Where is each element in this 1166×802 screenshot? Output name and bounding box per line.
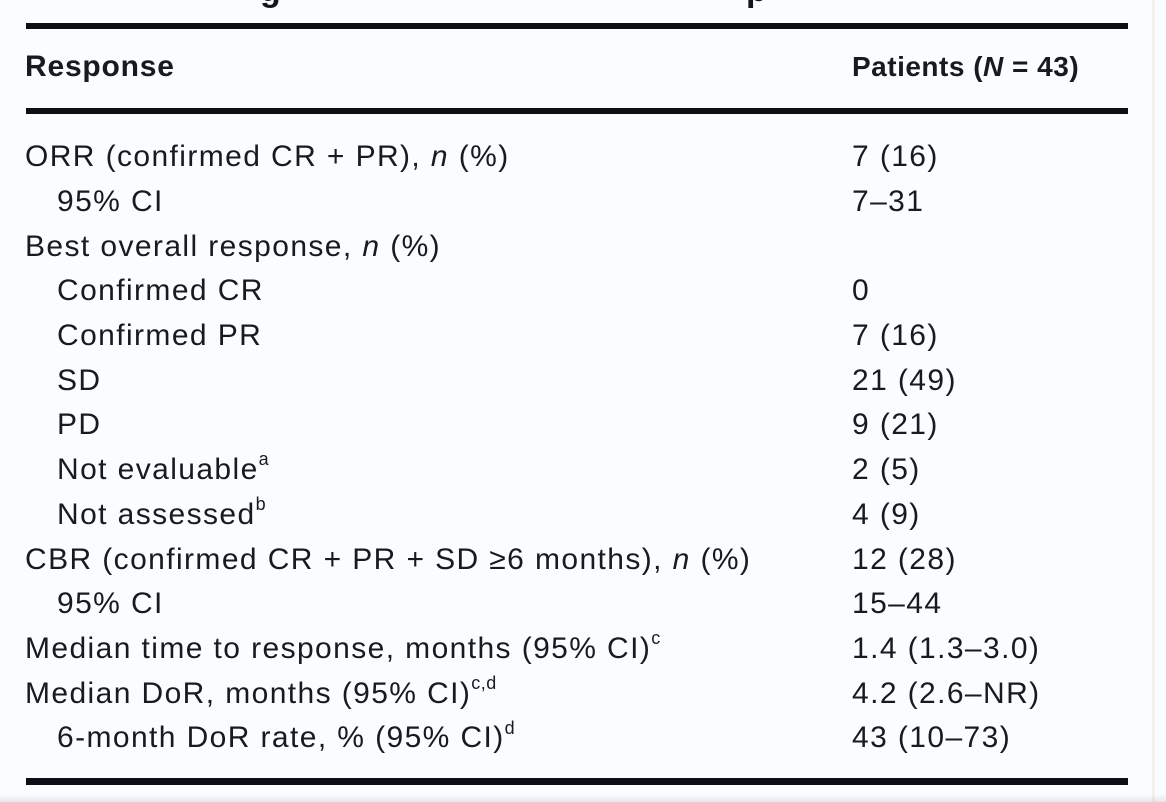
table-row: Not assessedb 4 (9) (0, 493, 1166, 538)
table-bottom-rule (26, 778, 1128, 785)
row-label: SD (0, 364, 101, 398)
table-row: Best overall response, n (%) (0, 224, 1166, 269)
table-row: 95% CI 7–31 (0, 180, 1166, 225)
table-row: 95% CI 15–44 (0, 582, 1166, 627)
row-label-text: Confirmed CR (57, 274, 264, 308)
row-label-text: (%) (449, 140, 510, 174)
row-label-text: (%) (380, 229, 442, 263)
table-body: ORR (confirmed CR + PR), n (%) 7 (16) 95% … (0, 135, 1166, 761)
table-row: Median DoR, months (95% CI)c,d 4.2 (2.6–N… (0, 671, 1166, 716)
row-value: 2 (5) (852, 453, 921, 487)
row-label-italic-n: n (672, 542, 691, 576)
row-value: 15–44 (852, 587, 943, 621)
row-footnote-marker: d (504, 717, 516, 738)
table-row: ORR (confirmed CR + PR), n (%) 7 (16) (0, 135, 1166, 180)
row-value: 7–31 (852, 185, 925, 219)
column-header-response: Response (25, 50, 175, 83)
row-footnote-marker: b (255, 494, 267, 515)
row-label: 95% CI (0, 587, 164, 621)
row-label: 6-month DoR rate, % (95% CI)d (0, 717, 516, 755)
table-header-row: Response Patients (N = 43) (0, 46, 1166, 94)
row-label-text: 95% CI (57, 185, 164, 219)
row-label-text: (%) (690, 542, 752, 576)
row-label: Best overall response, n (%) (0, 230, 441, 264)
row-label-text: CBR (confirmed CR + PR + SD ≥6 months), (25, 542, 673, 576)
row-value: 0 (852, 274, 871, 308)
row-label-text: Not evaluable (57, 453, 259, 487)
row-label: 95% CI (0, 185, 164, 219)
table-row: Confirmed CR 0 (0, 269, 1166, 314)
row-footnote-marker: c (651, 628, 661, 649)
row-label: Confirmed CR (0, 274, 264, 308)
table-row: 6-month DoR rate, % (95% CI)d 43 (10–73) (0, 716, 1166, 761)
row-value: 43 (10–73) (852, 721, 1012, 755)
table-row: SD 21 (49) (0, 358, 1166, 403)
row-value: 4.2 (2.6–NR) (852, 676, 1041, 710)
row-label-text: 95% CI (57, 587, 164, 621)
patients-header-n-italic: N (983, 51, 1004, 82)
row-value: 1.4 (1.3–3.0) (852, 631, 1041, 665)
table-row: PD 9 (21) (0, 403, 1166, 448)
row-label-text: Not assessed (57, 497, 256, 531)
caption-descender-fragment: g (260, 0, 281, 7)
row-label-text: SD (57, 363, 102, 397)
page-edge-line (1152, 0, 1155, 802)
row-label-text: PD (57, 408, 102, 442)
row-label-text: Median DoR, months (95% CI) (25, 676, 472, 710)
table-row: Not evaluablea 2 (5) (0, 448, 1166, 493)
row-label: Median time to response, months (95% CI)… (0, 629, 661, 666)
table-header-rule (26, 108, 1128, 114)
row-label-italic-n: n (362, 229, 381, 263)
table-row: Confirmed PR 7 (16) (0, 314, 1166, 359)
row-value: 12 (28) (852, 542, 957, 576)
clipped-caption-line: g p (0, 0, 1166, 12)
row-label-text: Confirmed PR (57, 319, 263, 353)
row-label-text: ORR (confirmed CR + PR), (25, 140, 431, 174)
patients-header-post: = 43) (1003, 51, 1080, 82)
row-label-text: Best overall response, (25, 229, 363, 263)
row-label-text: 6-month DoR rate, % (95% CI) (57, 721, 505, 755)
row-label: PD (0, 408, 101, 442)
table-row: Median time to response, months (95% CI)… (0, 627, 1166, 672)
row-footnote-marker: c,d (471, 672, 497, 693)
row-label: Confirmed PR (0, 319, 262, 353)
row-value: 4 (9) (852, 497, 921, 531)
row-label-italic-n: n (430, 140, 449, 174)
row-value: 21 (49) (852, 363, 957, 397)
row-footnote-marker: a (258, 449, 270, 470)
table-top-rule (26, 23, 1128, 29)
patients-header-pre: Patients ( (852, 51, 984, 82)
row-value: 9 (21) (852, 408, 939, 442)
page-bottom-shade (0, 794, 1166, 802)
row-label: Not assessedb (0, 495, 266, 532)
row-label-text: Median time to response, months (95% CI) (25, 631, 652, 665)
row-label: Not evaluablea (0, 450, 269, 487)
row-value: 7 (16) (852, 140, 939, 174)
caption-descender-fragment: p (746, 0, 767, 7)
row-label: Median DoR, months (95% CI)c,d (0, 674, 497, 711)
row-label: ORR (confirmed CR + PR), n (%) (0, 140, 510, 174)
row-value: 7 (16) (852, 319, 939, 353)
column-header-patients: Patients (N = 43) (852, 51, 1079, 83)
table-row: CBR (confirmed CR + PR + SD ≥6 months), … (0, 537, 1166, 582)
row-label: CBR (confirmed CR + PR + SD ≥6 months), … (0, 543, 751, 577)
